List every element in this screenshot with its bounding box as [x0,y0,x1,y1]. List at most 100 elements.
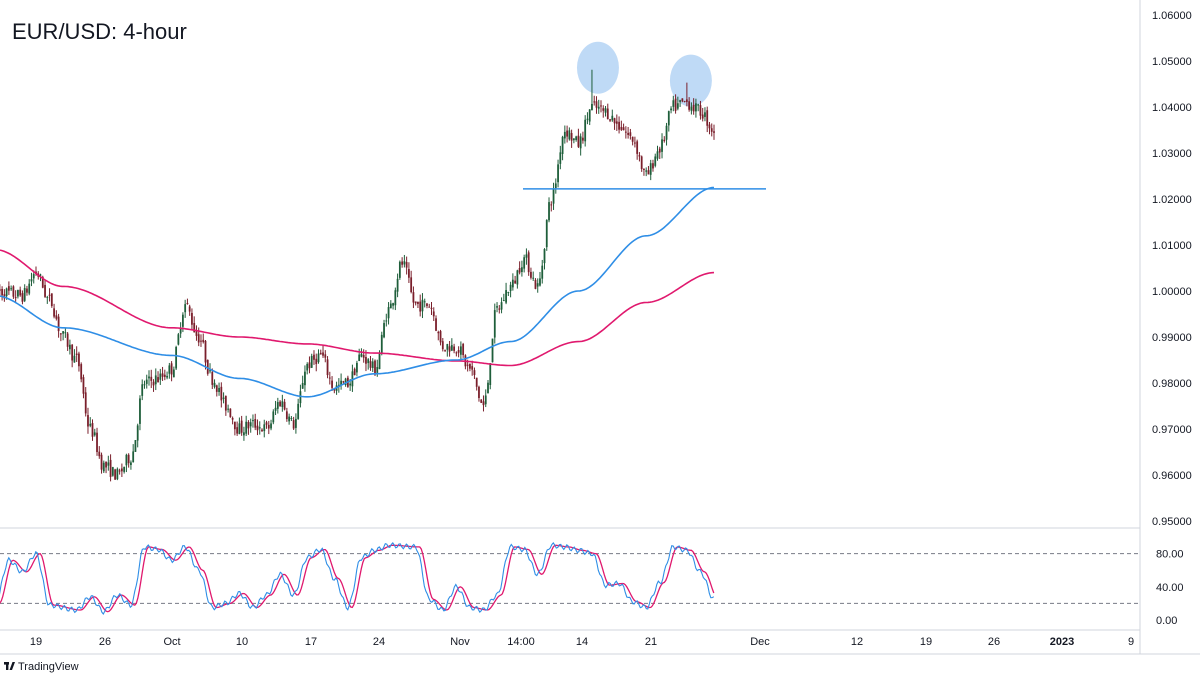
candle-body [473,370,476,376]
candle-body [263,424,266,432]
candle-body [369,361,372,368]
candle-body [389,303,392,309]
candle-body [17,290,19,297]
time-tick-label: 24 [373,636,385,648]
candle-body [365,357,367,364]
time-tick-label: 14:00 [507,636,535,648]
stochastic-tick-label: 40.00 [1156,582,1184,594]
candle-body [319,352,322,355]
candle-body [704,112,706,117]
candle-body [304,371,306,386]
candle-body [658,148,661,153]
candle-body [371,361,374,368]
candle-body [591,103,593,111]
candle-body [559,152,562,164]
candle-body [3,294,6,299]
candle-body [344,378,347,386]
candle-body [301,382,304,389]
price-tick-label: 1.06000 [1152,10,1192,22]
candle-body [98,451,101,457]
candle-body [172,369,175,378]
candle-body [561,136,564,154]
candle-body [654,156,657,166]
candle-body [609,119,611,121]
candle-body [568,130,571,140]
tradingview-logo-icon [4,662,15,670]
candle-body [383,323,385,338]
double-top-peak-highlight [669,54,712,107]
candle-body [563,131,566,139]
candle-body [613,118,616,124]
ma-fast-line [0,186,715,398]
candle-body [448,346,451,352]
price-tick-label: 0.96000 [1152,470,1192,482]
candle-body [475,377,478,387]
candle-body [258,427,261,429]
candle-body [143,384,146,386]
price-tick-label: 1.03000 [1152,148,1192,160]
candle-body [87,415,89,427]
candle-body [66,333,69,347]
candle-body [12,286,15,297]
candle-body [243,432,245,436]
candle-body [75,353,78,356]
candle-body [640,156,643,169]
stochastic-d-line [0,544,715,613]
candle-body [150,376,153,381]
candle-body [191,312,193,325]
candle-body [548,202,550,221]
candle-body [292,420,295,429]
candle-body [299,391,302,404]
candle-body [93,432,96,436]
candle-body [202,339,205,343]
candle-body [254,419,257,428]
candle-body [636,141,639,154]
candle-body [102,462,105,472]
candle-body [44,284,46,297]
candle-body [459,346,462,355]
candle-body [487,382,489,394]
candle-body [132,451,135,463]
candle-body [100,454,103,470]
candle-body [462,343,465,356]
tradingview-logo: TradingView [4,661,79,673]
candle-body [600,105,602,107]
candle-body [322,352,324,356]
moving-averages [0,186,715,398]
candle-body [557,164,559,183]
candle-body [455,352,458,354]
stochastic-tick-label: 0.00 [1156,615,1177,627]
candle-body [690,106,693,111]
candle-body [534,279,537,289]
candle-body [572,138,575,141]
candle-body [0,289,1,291]
candle-body [224,395,227,411]
candle-body [602,108,605,111]
candle-body [84,392,87,414]
candle-body [82,377,85,394]
candle-body [414,301,417,304]
candle-body [267,424,270,429]
candle-body [317,353,320,363]
candle-body [507,292,510,294]
candle-body [209,370,211,372]
candle-body [577,135,580,147]
candle-body [437,332,440,334]
candle-body [118,470,121,472]
candle-body [30,279,33,282]
candle-body [584,119,587,142]
candle-body [28,283,31,294]
candle-body [170,363,173,375]
candle-body [351,371,354,387]
candle-body [19,289,22,296]
candle-body [518,268,521,273]
candle-body [184,304,187,313]
candle-body [446,344,449,350]
price-axis-ticks: 1.06000 1.05000 1.04000 1.03000 1.02000 1.010… [1152,10,1192,528]
candle-body [665,125,668,140]
candle-body [398,261,401,278]
candle-body [127,454,130,464]
candle-body [130,462,132,465]
candle-body [26,288,28,293]
